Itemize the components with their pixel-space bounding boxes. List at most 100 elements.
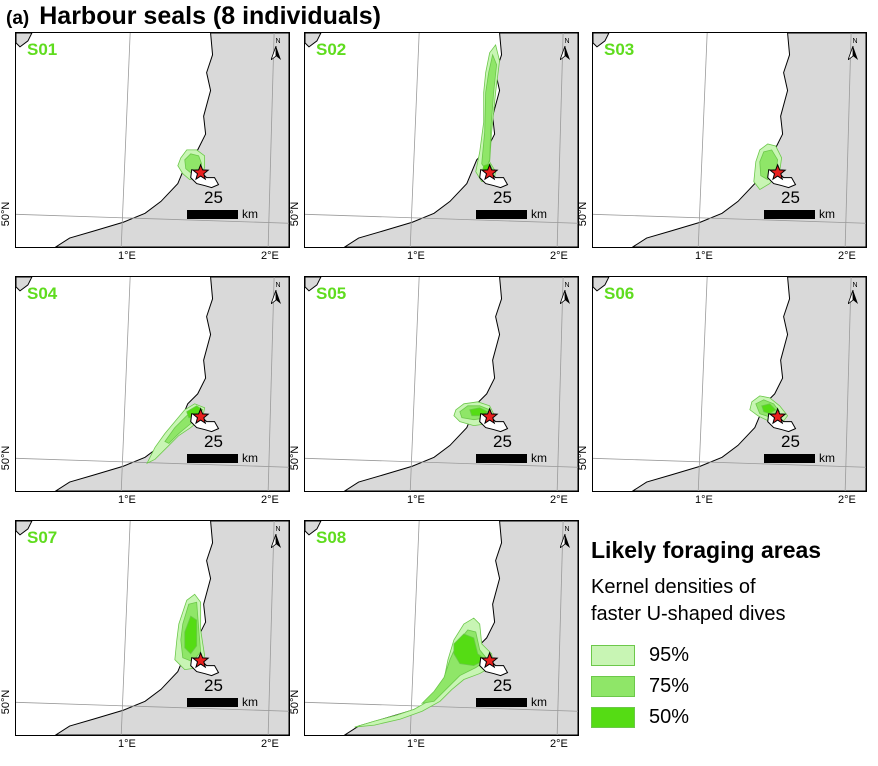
map-panel-s07: S07 N 25 km: [15, 520, 290, 736]
north-letter: N: [564, 526, 570, 533]
land-corner: [593, 277, 610, 292]
legend-label-95: 95%: [649, 644, 690, 666]
meridian-2e: [556, 277, 564, 491]
land: [631, 277, 866, 491]
north-arrow: N: [271, 282, 285, 304]
map-svg: [305, 521, 578, 735]
meridian-1e: [120, 33, 131, 247]
north-arrow-icon: [271, 290, 281, 304]
meridian-1e: [409, 521, 420, 735]
legend-item-75: 75%: [591, 671, 871, 702]
meridian-1e: [697, 33, 708, 247]
legend-label-50: 50%: [649, 706, 690, 728]
map-panel-s08: S08 N 25 km: [304, 520, 579, 736]
parallel-50n: [16, 213, 289, 224]
parallel-50n: [593, 457, 866, 468]
x-tick-2e: 2°E: [838, 250, 856, 262]
meridian-2e: [844, 33, 852, 247]
scale-value: 25: [781, 432, 800, 451]
y-tick-50n: 50°N: [289, 445, 301, 471]
y-tick-50n: 50°N: [0, 201, 12, 227]
meridian-2e: [844, 277, 852, 491]
land-corner: [593, 33, 610, 48]
north-arrow-icon: [848, 46, 858, 60]
scale-unit: km: [242, 695, 258, 709]
scale-unit: km: [531, 207, 547, 221]
y-tick-50n: 50°N: [0, 689, 12, 715]
panel-id: S04: [27, 284, 58, 303]
scale-bar: [476, 698, 527, 707]
map-svg: [593, 277, 866, 491]
scale-bar: [187, 454, 238, 463]
map-svg: [305, 33, 578, 247]
map-svg: [16, 521, 289, 735]
legend-item-95: 95%: [591, 640, 871, 671]
scale-unit: km: [819, 207, 835, 221]
x-tick-1e: 1°E: [118, 250, 136, 262]
x-tick-2e: 2°E: [550, 494, 568, 506]
map-svg: [16, 33, 289, 247]
scale-bar: [764, 454, 815, 463]
legend-item-50: 50%: [591, 702, 871, 733]
panel-id: S02: [316, 40, 347, 59]
legend-subtitle-line-1: Kernel densities of: [591, 576, 756, 598]
meridian-2e: [556, 521, 564, 735]
scale-bar: [187, 210, 238, 219]
map-svg: [593, 33, 866, 247]
x-tick-1e: 1°E: [695, 250, 713, 262]
north-letter: N: [852, 38, 858, 45]
north-arrow: N: [848, 38, 862, 60]
meridian-1e: [697, 277, 708, 491]
land: [343, 277, 578, 491]
parallel-50n: [305, 457, 578, 468]
scale-unit: km: [242, 451, 258, 465]
north-letter: N: [275, 526, 281, 533]
map-panel-s03: S03 N 25 km: [592, 32, 867, 248]
panel-id: S06: [604, 284, 635, 303]
north-letter: N: [852, 282, 858, 289]
north-arrow: N: [560, 526, 574, 548]
north-letter: N: [564, 38, 570, 45]
land-corner: [16, 277, 33, 292]
scale-unit: km: [819, 451, 835, 465]
x-tick-2e: 2°E: [261, 250, 279, 262]
north-arrow-icon: [560, 46, 570, 60]
x-tick-1e: 1°E: [407, 494, 425, 506]
legend-subtitle: Kernel densities of faster U-shaped dive…: [591, 574, 871, 628]
scale-bar: [476, 210, 527, 219]
scale-unit: km: [531, 695, 547, 709]
colony-star-marker: [768, 163, 787, 181]
legend-title: Likely foraging areas: [591, 537, 822, 563]
north-arrow-icon: [560, 290, 570, 304]
land-corner: [16, 33, 33, 48]
colony-star-marker: [480, 163, 499, 181]
parallel-50n: [305, 213, 578, 224]
meridian-1e: [120, 277, 131, 491]
legend-swatch-95: [591, 645, 635, 666]
x-tick-1e: 1°E: [118, 494, 136, 506]
legend-label-75: 75%: [649, 675, 690, 697]
x-tick-1e: 1°E: [407, 738, 425, 750]
meridian-2e: [267, 33, 275, 247]
x-tick-2e: 2°E: [550, 738, 568, 750]
land: [54, 33, 289, 247]
x-tick-1e: 1°E: [695, 494, 713, 506]
map-panel-s06: S06 N 25 km: [592, 276, 867, 492]
parallel-50n: [305, 701, 578, 712]
figure-label: (a): [6, 8, 30, 29]
x-tick-1e: 1°E: [118, 738, 136, 750]
map-panel-s01: S01 N 25 km: [15, 32, 290, 248]
x-tick-1e: 1°E: [407, 250, 425, 262]
colony-star-marker: [480, 407, 499, 425]
land-corner: [305, 521, 322, 536]
land: [343, 33, 578, 247]
meridian-1e: [120, 521, 131, 735]
scale-value: 25: [493, 188, 512, 207]
north-letter: N: [275, 282, 281, 289]
parallel-50n: [593, 213, 866, 224]
north-arrow-icon: [271, 46, 281, 60]
legend-swatch-75: [591, 676, 635, 697]
figure-title: (a) Harbour seals (8 individuals): [6, 2, 381, 30]
colony-star-marker: [768, 407, 787, 425]
x-tick-2e: 2°E: [550, 250, 568, 262]
